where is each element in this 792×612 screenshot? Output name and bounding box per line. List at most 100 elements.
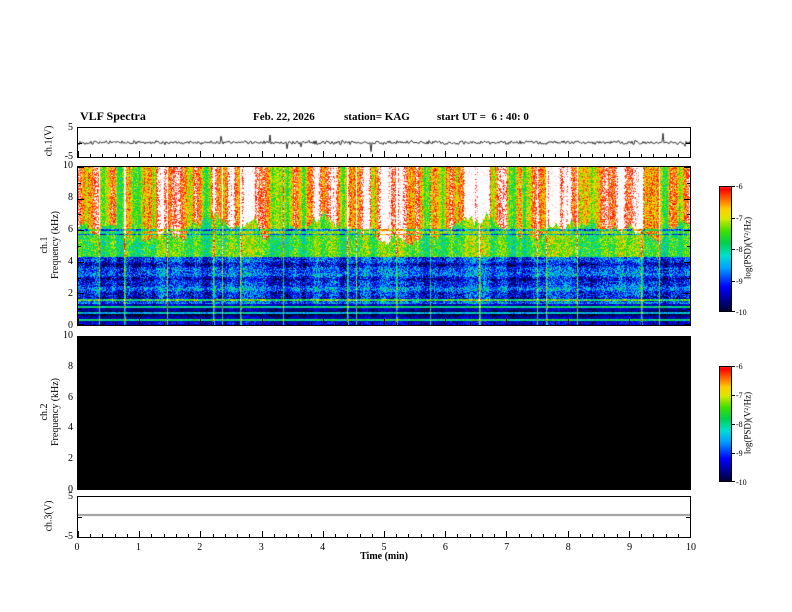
- tick-mark: [531, 534, 532, 537]
- tick-mark: [445, 151, 446, 157]
- tick-label: 2: [68, 288, 73, 299]
- tick-mark: [139, 483, 140, 489]
- tick-mark: [213, 322, 214, 325]
- tick-mark: [445, 319, 446, 325]
- tick-mark: [433, 486, 434, 489]
- tick-mark: [262, 483, 263, 489]
- tick-mark: [653, 154, 654, 157]
- tick-mark: [568, 319, 569, 325]
- tick-mark: [176, 322, 177, 325]
- tick-mark: [666, 534, 667, 537]
- tick-mark: [78, 262, 84, 263]
- ch2-spectrogram-panel: [77, 336, 691, 490]
- tick-mark: [687, 278, 690, 279]
- tick-mark: [286, 486, 287, 489]
- ch1-colorbar: [719, 186, 732, 312]
- tick-mark: [274, 154, 275, 157]
- tick-mark: [732, 311, 735, 312]
- tick-mark: [78, 278, 81, 279]
- tick-mark: [139, 531, 140, 537]
- tick-mark: [684, 262, 690, 263]
- tick-mark: [298, 534, 299, 537]
- tick-mark: [311, 154, 312, 157]
- tick-mark: [274, 486, 275, 489]
- tick-label: 8: [68, 360, 73, 372]
- ch2-spectrogram-canvas: [78, 337, 690, 489]
- tick-mark: [78, 324, 84, 325]
- tick-mark: [237, 534, 238, 537]
- tick-mark: [78, 483, 79, 489]
- tick-mark: [604, 486, 605, 489]
- tick-label: -7: [736, 213, 743, 223]
- tick-mark: [200, 319, 201, 325]
- tick-mark: [519, 154, 520, 157]
- tick-label: 0: [68, 320, 73, 331]
- tick-mark: [687, 214, 690, 215]
- tick-mark: [531, 154, 532, 157]
- tick-mark: [494, 154, 495, 157]
- tick-mark: [684, 167, 690, 168]
- tick-mark: [457, 534, 458, 537]
- tick-label: 5: [381, 542, 387, 553]
- tick-mark: [543, 534, 544, 537]
- tick-mark: [200, 531, 201, 537]
- ch2-label-line2: Frequency (kHz): [50, 377, 61, 447]
- tick-mark: [732, 481, 735, 482]
- tick-mark: [617, 154, 618, 157]
- tick-mark: [519, 322, 520, 325]
- tick-mark: [151, 534, 152, 537]
- tick-mark: [151, 486, 152, 489]
- tick-mark: [543, 486, 544, 489]
- tick-mark: [617, 486, 618, 489]
- tick-mark: [78, 293, 84, 294]
- ch2-colorbar-canvas: [720, 367, 731, 481]
- tick-mark: [457, 154, 458, 157]
- tick-mark: [323, 483, 324, 489]
- ch1-colorbar-canvas: [720, 187, 731, 311]
- tick-mark: [617, 322, 618, 325]
- tick-mark: [360, 322, 361, 325]
- tick-mark: [666, 154, 667, 157]
- tick-label: -9: [736, 449, 743, 458]
- tick-mark: [470, 322, 471, 325]
- tick-mark: [115, 322, 116, 325]
- tick-mark: [176, 486, 177, 489]
- tick-label: 5: [68, 491, 73, 502]
- tick-mark: [506, 151, 507, 157]
- tick-mark: [653, 322, 654, 325]
- tick-label: -10: [736, 478, 747, 487]
- tick-mark: [139, 151, 140, 157]
- ch1-label-line1: ch.1: [39, 236, 50, 254]
- tick-mark: [617, 534, 618, 537]
- tick-mark: [732, 424, 735, 425]
- tick-mark: [445, 531, 446, 537]
- ch3-voltage-axis-label: ch.3(V): [43, 500, 55, 532]
- tick-mark: [372, 534, 373, 537]
- tick-mark: [298, 154, 299, 157]
- tick-mark: [249, 322, 250, 325]
- tick-mark: [641, 154, 642, 157]
- tick-mark: [102, 486, 103, 489]
- tick-mark: [494, 534, 495, 537]
- tick-mark: [470, 486, 471, 489]
- tick-label: -6: [736, 182, 743, 191]
- tick-mark: [641, 322, 642, 325]
- tick-mark: [604, 322, 605, 325]
- tick-mark: [78, 214, 81, 215]
- tick-mark: [78, 517, 82, 518]
- tick-mark: [311, 534, 312, 537]
- tick-mark: [732, 186, 735, 187]
- tick-mark: [470, 534, 471, 537]
- tick-mark: [78, 428, 84, 429]
- tick-mark: [90, 486, 91, 489]
- tick-mark: [555, 154, 556, 157]
- tick-mark: [78, 352, 81, 353]
- tick-mark: [78, 413, 81, 414]
- tick-mark: [687, 443, 690, 444]
- tick-mark: [78, 167, 84, 168]
- tick-mark: [684, 337, 690, 338]
- tick-mark: [78, 488, 84, 489]
- tick-mark: [347, 486, 348, 489]
- tick-mark: [568, 531, 569, 537]
- tick-mark: [684, 293, 690, 294]
